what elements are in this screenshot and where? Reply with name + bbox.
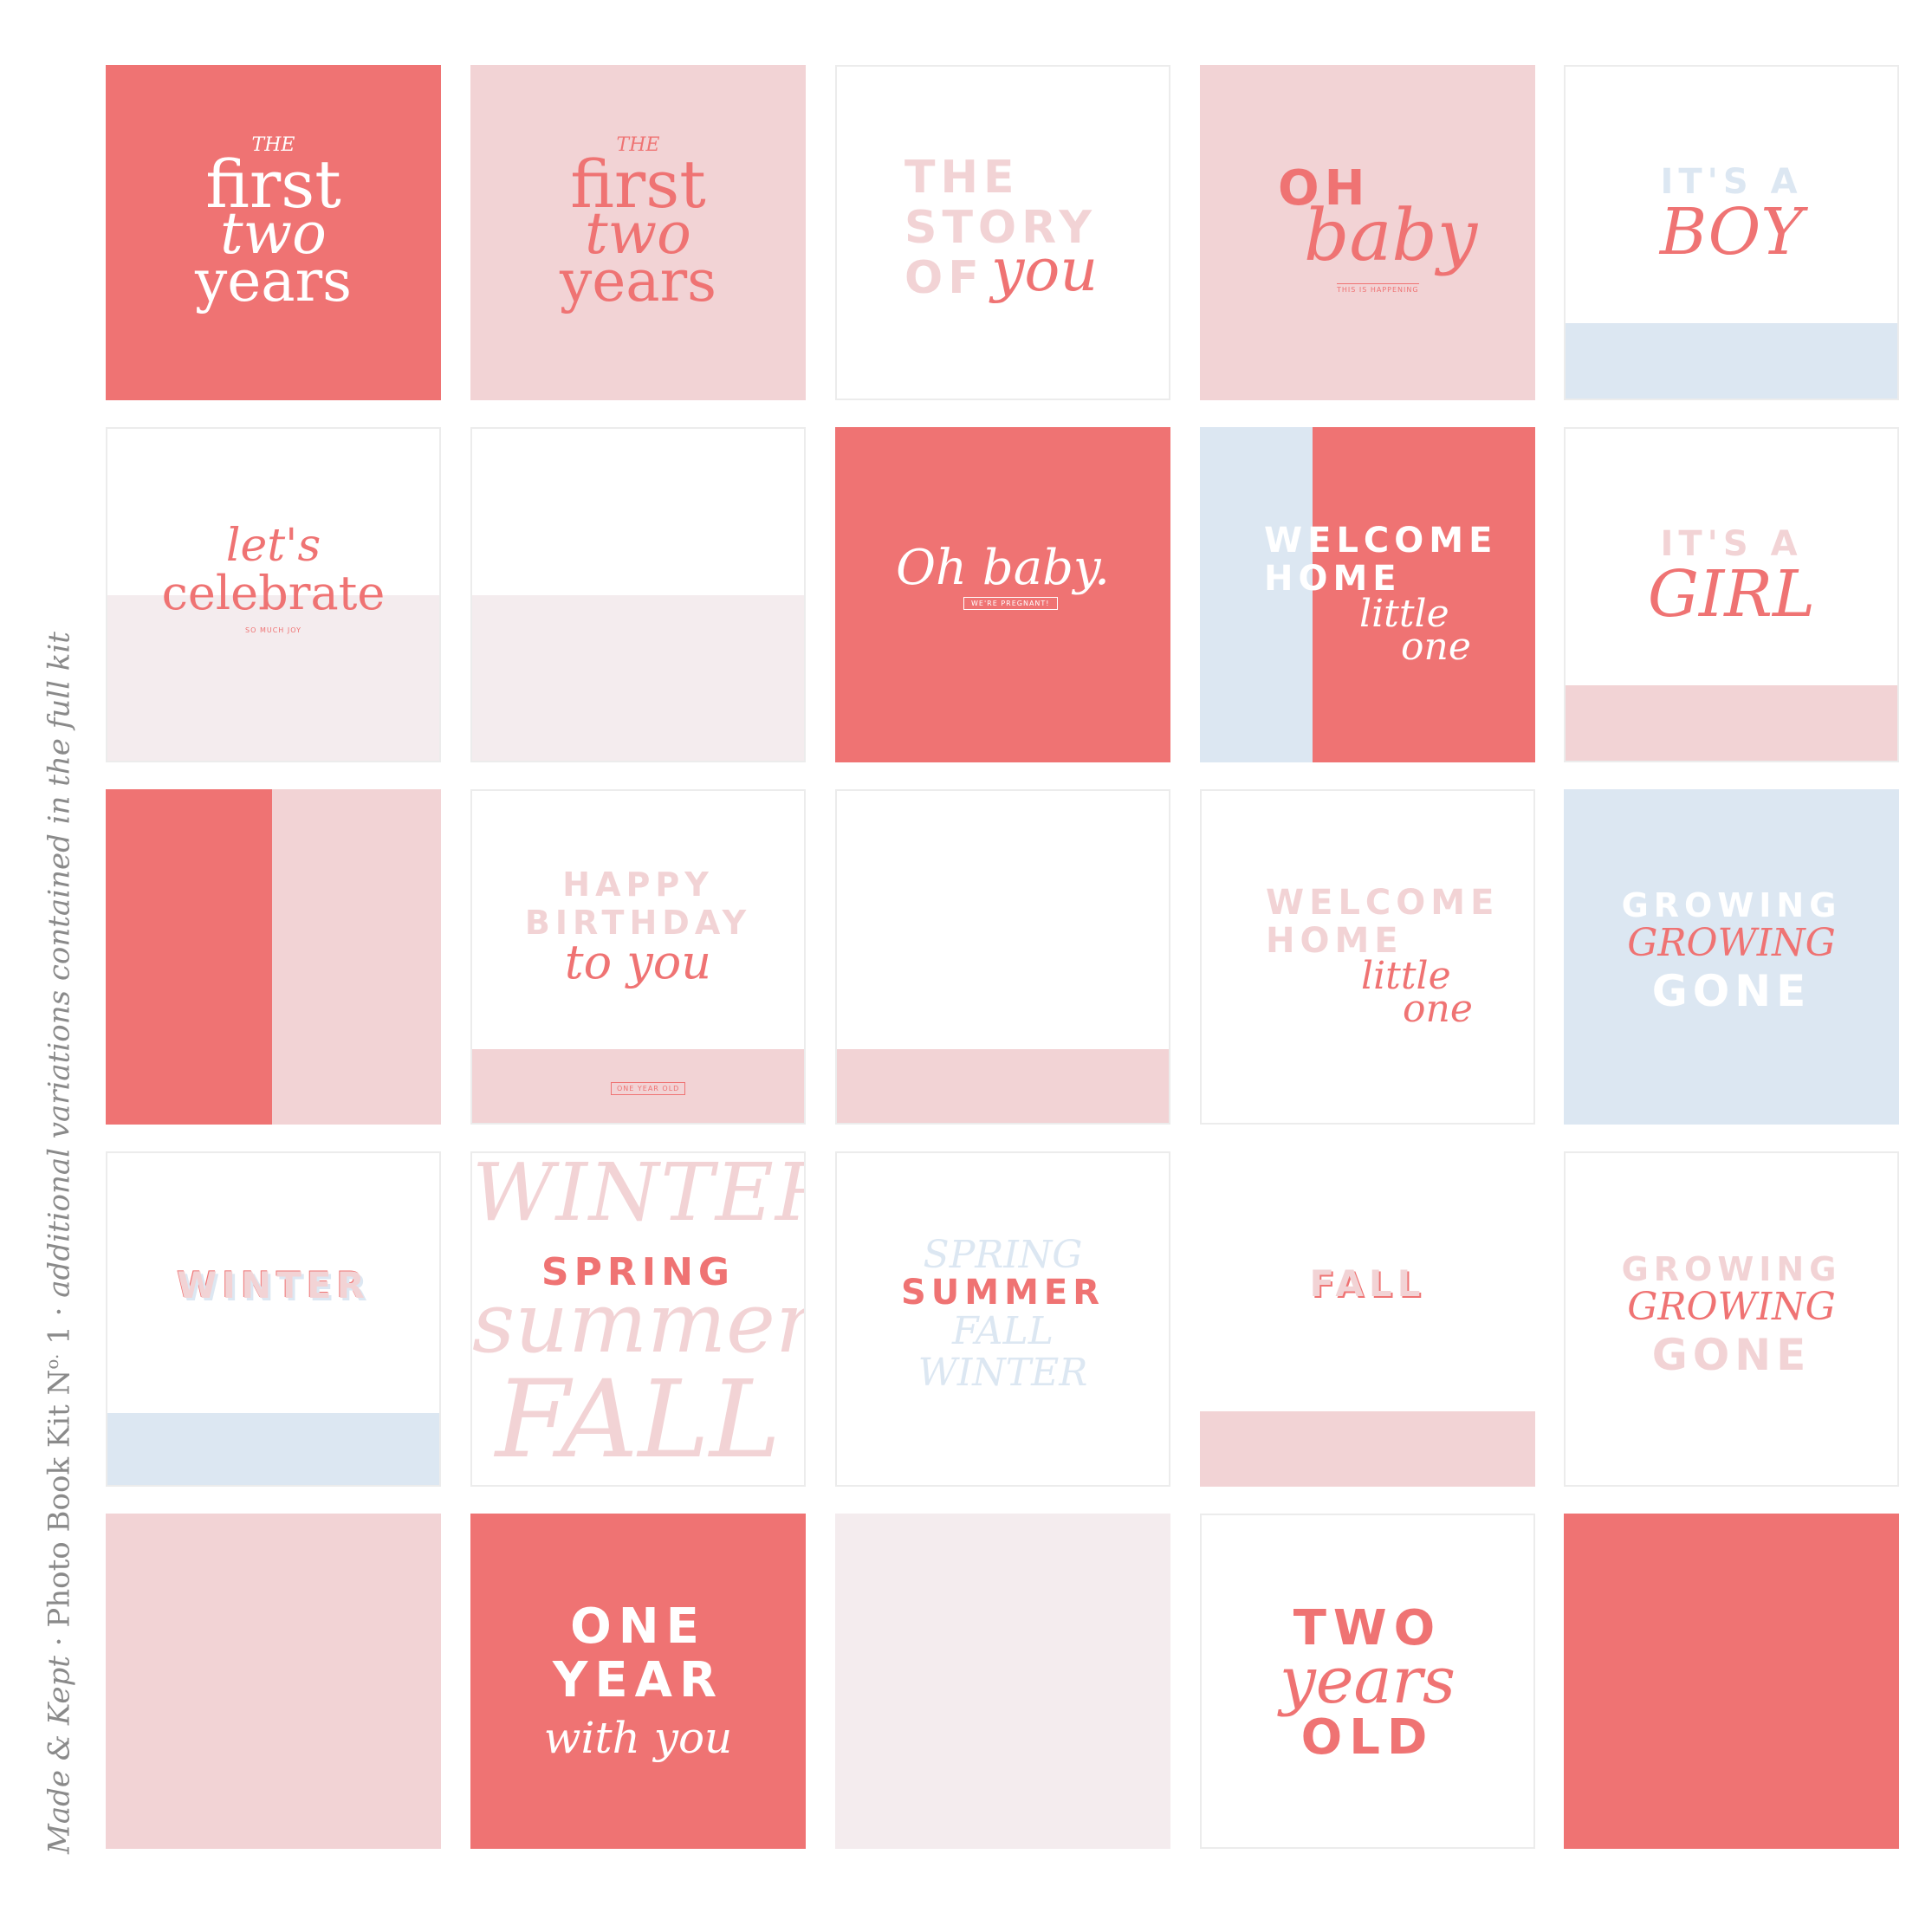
card-fall[interactable]: FALL — [1200, 1151, 1535, 1487]
card-four-seasons-blue[interactable]: SPRING SUMMER FALL WINTER — [835, 1151, 1170, 1487]
card-coral-pink-split[interactable] — [106, 789, 441, 1125]
card-oh-baby[interactable]: OH baby THIS IS HAPPENING — [1200, 65, 1535, 400]
brand-name: Made & Kept — [42, 1656, 77, 1854]
card-growing-gone-blue[interactable]: GROWING GROWING GONE — [1564, 789, 1899, 1125]
color-band — [472, 1049, 804, 1123]
color-band — [837, 1049, 1169, 1123]
color-band — [107, 1413, 439, 1485]
card-its-a-girl[interactable]: IT'S A GIRL — [1564, 427, 1899, 762]
card-lets-celebrate[interactable]: let's celebrate SO MUCH JOY — [106, 427, 441, 762]
card-first-two-years-coral[interactable]: THE first two years — [106, 65, 441, 400]
card-one-year-with-you[interactable]: ONE YEAR with you — [470, 1514, 806, 1849]
color-band — [472, 595, 804, 761]
color-block — [1200, 427, 1313, 762]
card-first-two-years-pink[interactable]: THE first two years — [470, 65, 806, 400]
card-welcome-home[interactable]: WELCOME HOME little one — [1200, 789, 1535, 1125]
card-winter[interactable]: WINTER — [106, 1151, 441, 1487]
card-solid-coral[interactable] — [1564, 1514, 1899, 1849]
product-name: Photo Book Kit N — [42, 1369, 77, 1628]
color-band — [1200, 1411, 1535, 1487]
card-four-seasons-pink[interactable]: WINTER SPRING summer FALL — [470, 1151, 806, 1487]
card-solid-pink[interactable] — [106, 1514, 441, 1849]
card-its-a-boy[interactable]: IT'S A BOY — [1564, 65, 1899, 400]
card-oh-baby-pregnant[interactable]: Oh baby. WE'RE PREGNANT! — [835, 427, 1170, 762]
caption-note: additional variations contained in the f… — [42, 632, 77, 1298]
color-band — [1566, 685, 1897, 761]
card-story-of-you[interactable]: THE STORY OF you — [835, 65, 1170, 400]
color-band — [1566, 323, 1897, 399]
card-blank-pink-band[interactable] — [835, 789, 1170, 1125]
card-blank-split[interactable] — [470, 427, 806, 762]
card-two-years-old[interactable]: TWO years OLD — [1200, 1514, 1535, 1849]
card-solid-light[interactable] — [835, 1514, 1170, 1849]
card-welcome-home-split[interactable]: WELCOME HOME little one — [1200, 427, 1535, 762]
card-happy-birthday[interactable]: HAPPY BIRTHDAY to you ONE YEAR OLD — [470, 789, 806, 1125]
color-block — [106, 789, 272, 1125]
color-band — [107, 595, 439, 761]
card-growing-gone-white[interactable]: GROWING GROWING GONE — [1564, 1151, 1899, 1487]
side-caption: Made & Kept · Photo Book Kit No. 1 · add… — [42, 632, 77, 1854]
